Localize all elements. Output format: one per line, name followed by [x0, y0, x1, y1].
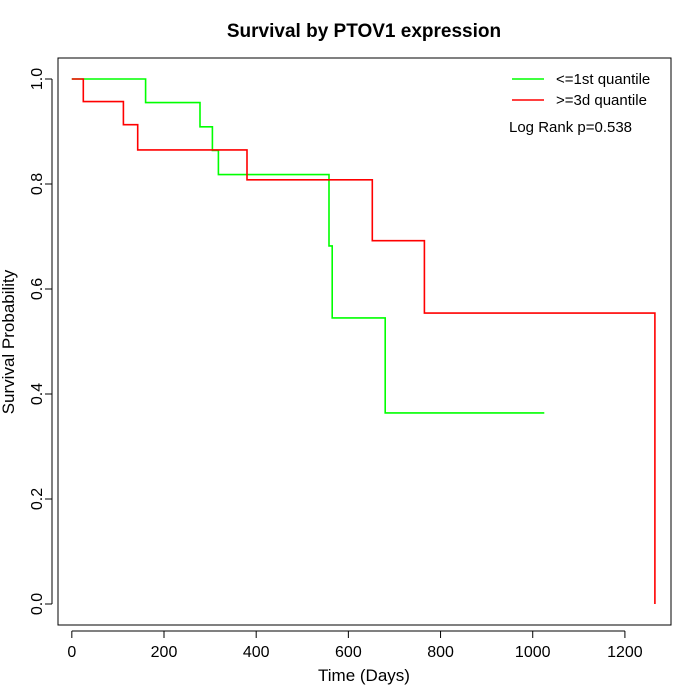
y-tick-label: 1.0	[29, 68, 46, 90]
x-axis: 0 200 400 600 800 1000 1200	[67, 630, 643, 661]
y-axis-label: Survival Probability	[0, 269, 18, 414]
y-tick-label: 0.4	[29, 383, 46, 405]
x-tick-label: 400	[243, 644, 270, 661]
y-axis: 0.0 0.2 0.4 0.6 0.8 1.0	[29, 68, 53, 615]
chart-title: Survival by PTOV1 expression	[227, 21, 501, 42]
y-tick-label: 0.0	[29, 593, 46, 615]
x-axis-label: Time (Days)	[318, 666, 410, 685]
series-line-1	[71, 78, 656, 604]
plot-frame	[57, 57, 672, 626]
x-tick-label: 600	[335, 644, 362, 661]
y-tick-label: 0.8	[29, 173, 46, 195]
x-tick-label: 1200	[607, 644, 643, 661]
x-tick-label: 200	[151, 644, 178, 661]
legend: <=1st quantile >=3d quantile	[512, 71, 650, 109]
x-tick-label: 0	[67, 644, 76, 661]
x-tick-label: 800	[427, 644, 454, 661]
series-line-0	[71, 78, 545, 414]
legend-label: >=3d quantile	[556, 92, 647, 109]
series-layer	[71, 78, 656, 604]
legend-label: <=1st quantile	[556, 71, 650, 88]
y-tick-label: 0.6	[29, 278, 46, 300]
y-tick-label: 0.2	[29, 488, 46, 510]
log-rank-annotation: Log Rank p=0.538	[509, 119, 632, 136]
x-tick-label: 1000	[515, 644, 551, 661]
